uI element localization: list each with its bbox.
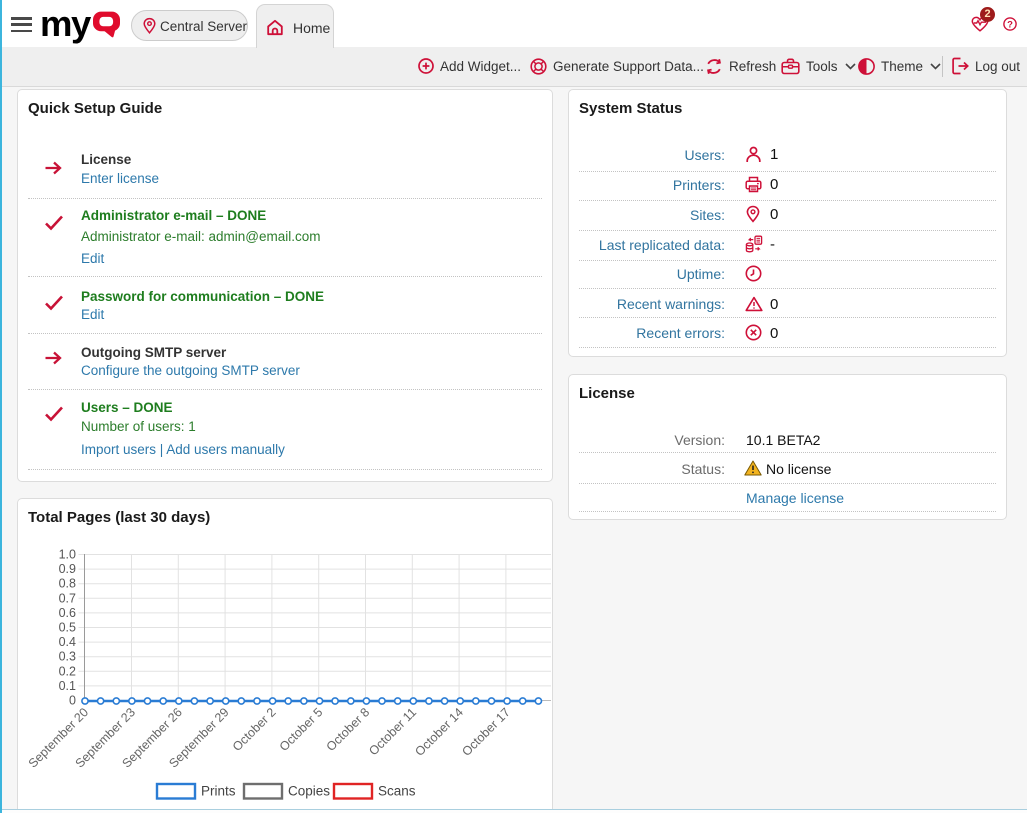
svg-text:October 17: October 17: [459, 705, 513, 759]
svg-text:Prints: Prints: [201, 784, 236, 799]
svg-text:0.8: 0.8: [59, 577, 76, 591]
svg-text:my: my: [40, 5, 92, 44]
svg-text:Copies: Copies: [288, 784, 330, 799]
svg-text:0: 0: [69, 694, 76, 708]
svg-text:0.9: 0.9: [59, 562, 76, 576]
svg-text:October 8: October 8: [324, 705, 373, 754]
svg-text:Scans: Scans: [378, 784, 416, 799]
svg-text:0.2: 0.2: [59, 664, 76, 678]
svg-text:?: ?: [1007, 19, 1013, 30]
svg-text:0.4: 0.4: [59, 635, 76, 649]
svg-text:0.5: 0.5: [59, 621, 76, 635]
svg-text:October 11: October 11: [366, 705, 419, 758]
svg-text:1.0: 1.0: [59, 548, 76, 562]
svg-text:October 14: October 14: [412, 705, 466, 759]
svg-text:0.3: 0.3: [59, 650, 76, 664]
svg-text:0.1: 0.1: [59, 679, 76, 693]
svg-text:0.7: 0.7: [59, 591, 76, 605]
svg-text:October 2: October 2: [230, 705, 279, 754]
svg-text:October 5: October 5: [277, 705, 326, 754]
svg-text:0.6: 0.6: [59, 606, 76, 620]
